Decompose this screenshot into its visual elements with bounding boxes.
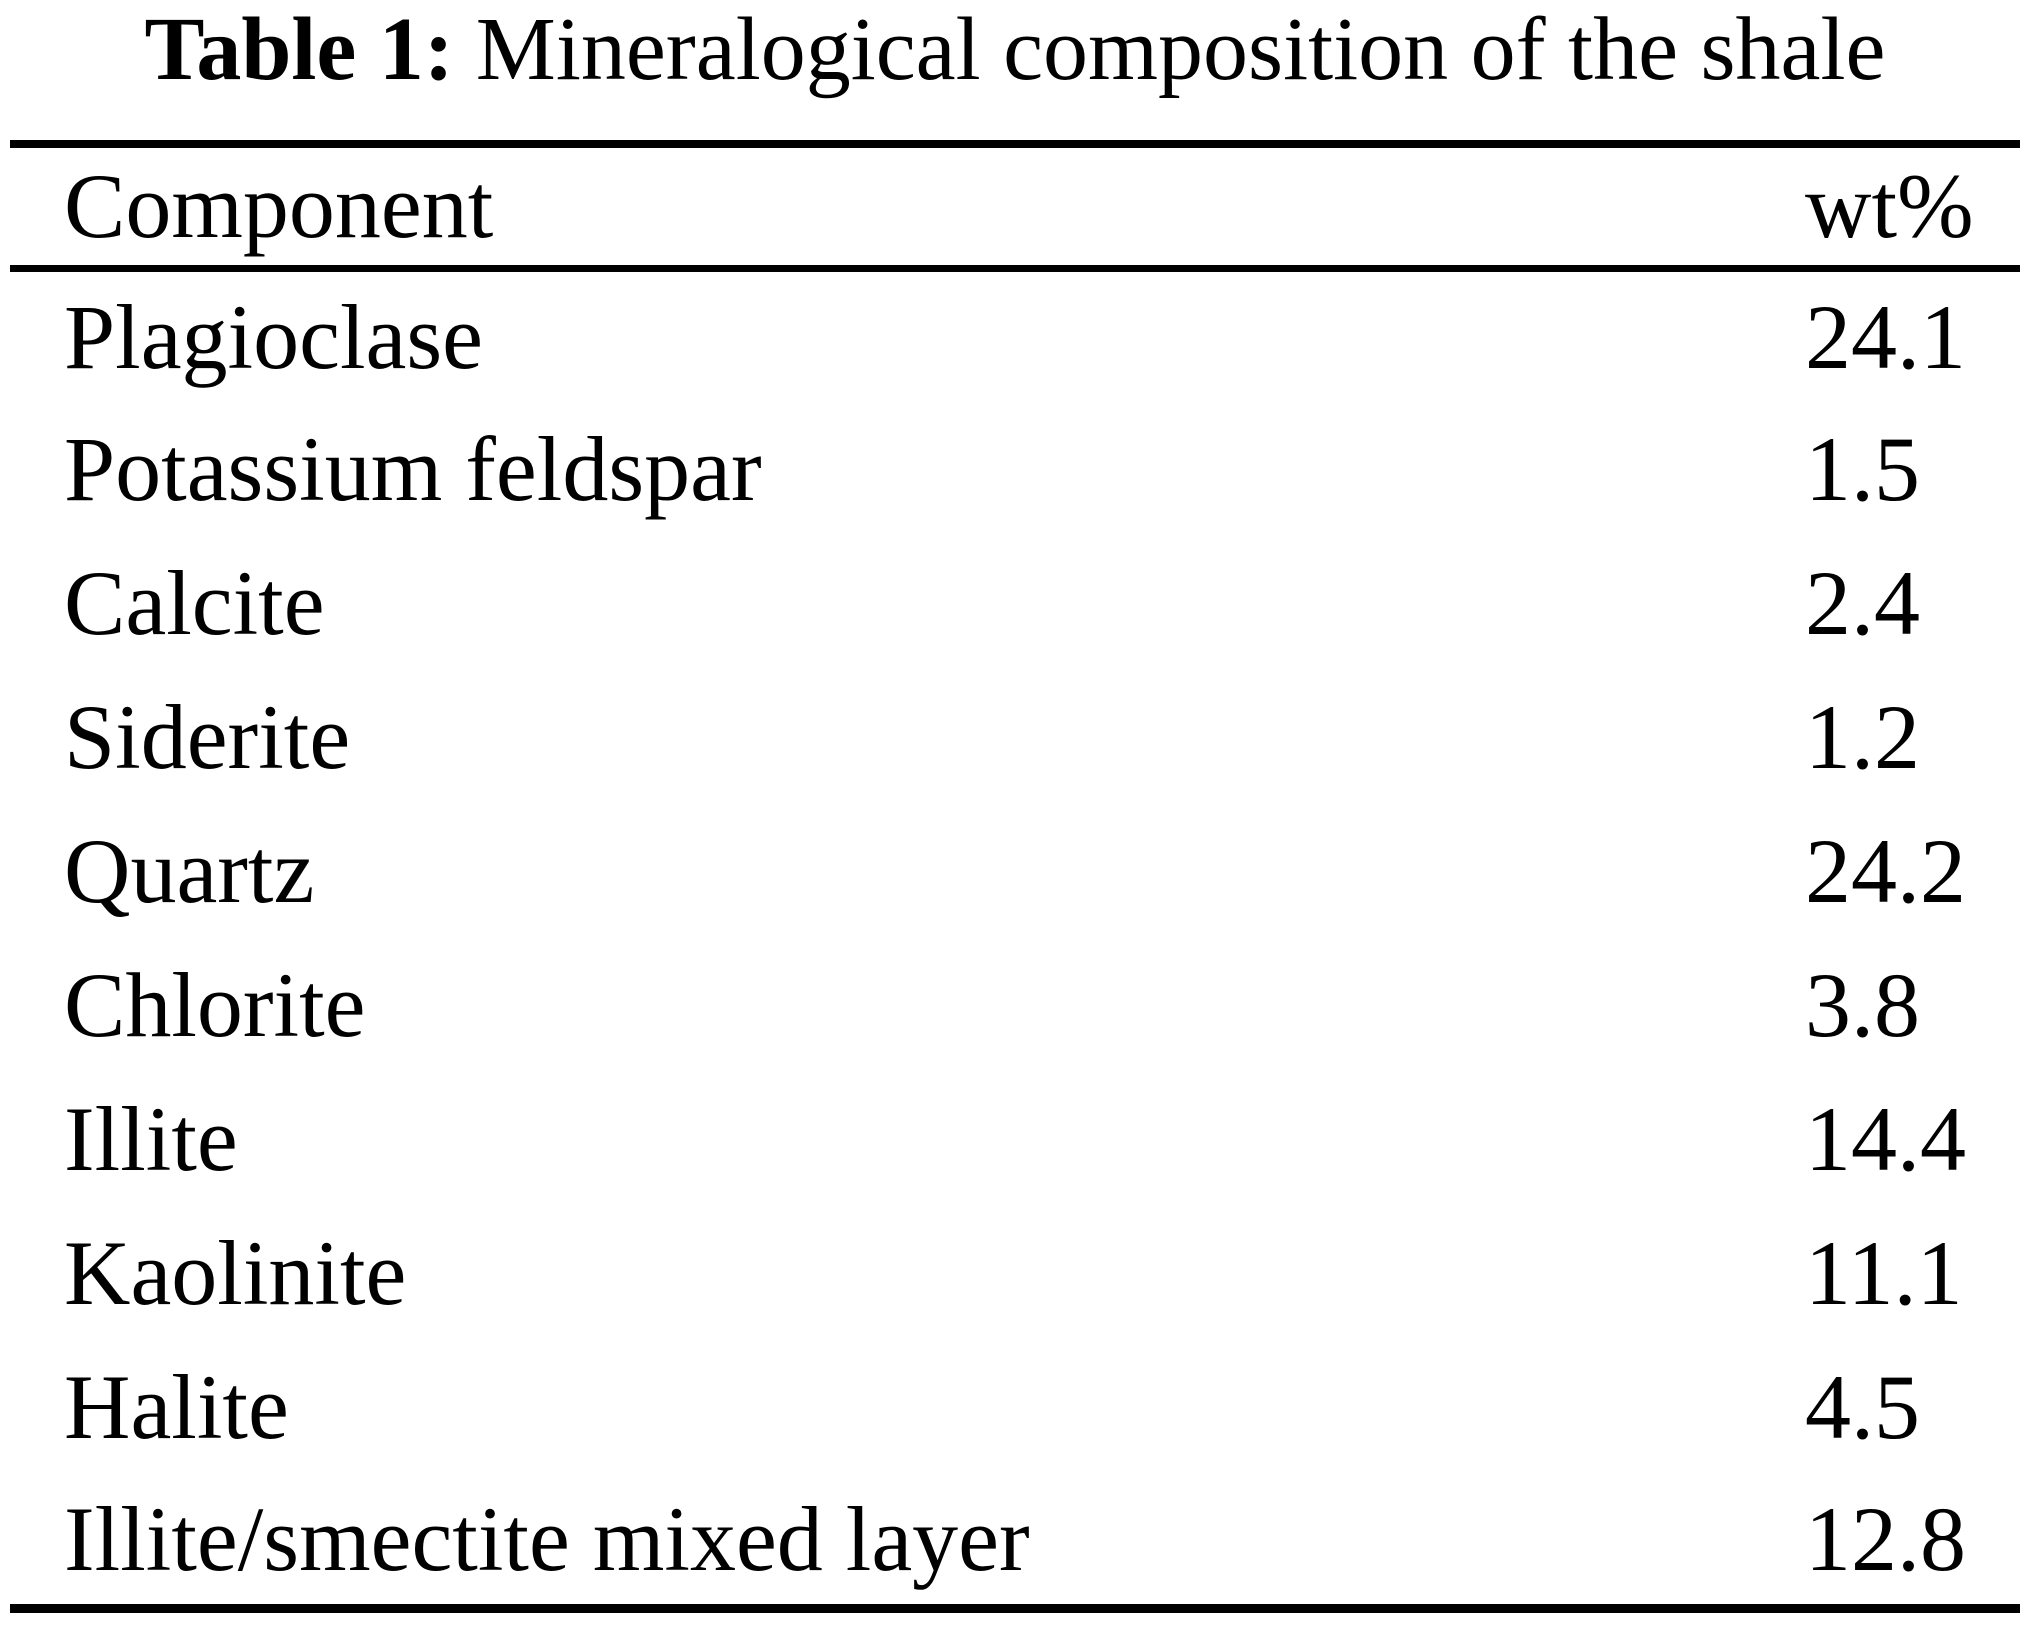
table-header: Component wt% [10,144,2020,268]
mineral-composition-table: Component wt% Plagioclase 24.1 Potassium… [10,140,2020,1613]
table-row: Kaolinite 11.1 [10,1206,2020,1340]
component-cell: Siderite [64,686,351,788]
wt-cell: 1.5 [1805,418,1920,520]
wt-cell: 12.8 [1805,1487,1966,1590]
table-row: Potassium feldspar 1.5 [10,402,2020,536]
wt-cell: 24.1 [1805,285,1966,388]
table-row: Quartz 24.2 [10,804,2020,938]
component-cell: Plagioclase [64,285,483,388]
component-cell: Illite [64,1088,238,1190]
table-row: Chlorite 3.8 [10,938,2020,1072]
component-cell: Chlorite [64,954,366,1056]
column-header-wt-percent: wt% [1805,155,1974,258]
table-row: Illite 14.4 [10,1072,2020,1206]
wt-cell: 24.2 [1805,820,1966,922]
component-cell: Illite/smectite mixed layer [64,1487,1030,1590]
wt-cell: 1.2 [1805,686,1920,788]
table-caption-label: Table 1: [144,0,454,99]
component-cell: Potassium feldspar [64,418,762,520]
component-cell: Calcite [64,552,325,654]
table-body: Plagioclase 24.1 Potassium feldspar 1.5 … [10,268,2020,1608]
wt-cell: 2.4 [1805,552,1920,654]
column-header-component: Component [64,155,494,258]
component-cell: Halite [64,1356,289,1458]
table-row: Illite/smectite mixed layer 12.8 [10,1474,2020,1608]
wt-cell: 3.8 [1805,954,1920,1056]
wt-cell: 14.4 [1805,1088,1966,1190]
table-row: Halite 4.5 [10,1340,2020,1474]
wt-cell: 11.1 [1805,1222,1963,1324]
table-row: Plagioclase 24.1 [10,268,2020,402]
wt-cell: 4.5 [1805,1356,1920,1458]
header-row: Component wt% [10,144,2020,268]
component-cell: Kaolinite [64,1222,407,1324]
table-caption: Table 1: Mineralogical composition of the… [0,0,2030,98]
component-cell: Quartz [64,820,315,922]
table-row: Siderite 1.2 [10,670,2020,804]
table-row: Calcite 2.4 [10,536,2020,670]
table-caption-text: Mineralogical composition of the shale [475,0,1886,99]
